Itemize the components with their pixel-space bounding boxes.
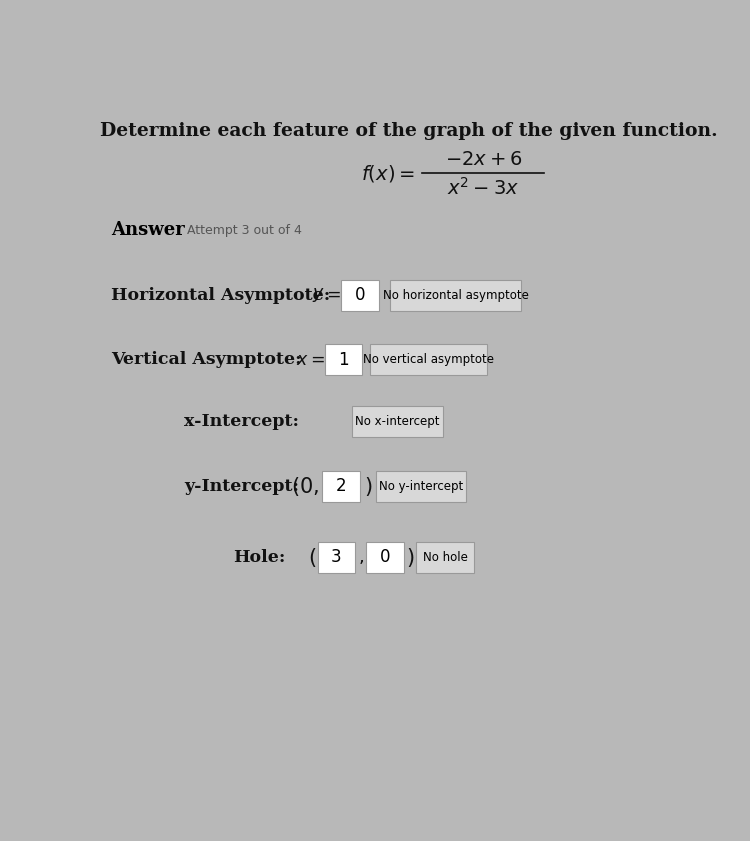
FancyBboxPatch shape <box>317 542 356 573</box>
FancyBboxPatch shape <box>370 345 487 375</box>
FancyBboxPatch shape <box>416 542 475 573</box>
Text: $x$: $x$ <box>296 351 309 369</box>
FancyBboxPatch shape <box>366 542 404 573</box>
Text: $x^2 - 3x$: $x^2 - 3x$ <box>447 177 519 198</box>
Text: Attempt 3 out of 4: Attempt 3 out of 4 <box>187 224 302 237</box>
Text: Answer: Answer <box>111 221 185 240</box>
Text: Vertical Asymptote:: Vertical Asymptote: <box>111 352 308 368</box>
Text: =: = <box>310 351 326 369</box>
Text: $f(x) =$: $f(x) =$ <box>362 163 415 184</box>
Text: $-2x + 6$: $-2x + 6$ <box>445 150 522 169</box>
FancyBboxPatch shape <box>390 280 521 310</box>
Text: 1: 1 <box>338 351 349 369</box>
Text: Hole:: Hole: <box>233 549 286 566</box>
Text: Determine each feature of the graph of the given function.: Determine each feature of the graph of t… <box>100 122 717 140</box>
Text: 2: 2 <box>336 477 346 495</box>
FancyBboxPatch shape <box>340 280 379 310</box>
Text: 0: 0 <box>380 548 390 567</box>
Text: y-Intercept:: y-Intercept: <box>184 478 298 495</box>
FancyBboxPatch shape <box>376 471 466 502</box>
Text: $)$: $)$ <box>406 546 415 569</box>
FancyBboxPatch shape <box>322 471 360 502</box>
FancyBboxPatch shape <box>352 406 442 437</box>
Text: No hole: No hole <box>423 551 468 564</box>
Text: No vertical asymptote: No vertical asymptote <box>363 353 494 367</box>
Text: $y$: $y$ <box>312 286 325 304</box>
Text: No y-intercept: No y-intercept <box>379 479 463 493</box>
Text: No x-intercept: No x-intercept <box>356 415 440 428</box>
Text: x-Intercept:: x-Intercept: <box>184 413 298 430</box>
Text: $)$: $)$ <box>364 474 373 498</box>
FancyBboxPatch shape <box>325 345 362 375</box>
Text: =: = <box>326 286 340 304</box>
Text: No horizontal asymptote: No horizontal asymptote <box>382 288 529 302</box>
Text: $($: $($ <box>308 546 316 569</box>
Text: ,: , <box>358 548 364 567</box>
Text: $(0,$: $(0,$ <box>291 474 320 498</box>
Text: 3: 3 <box>331 548 342 567</box>
Text: 0: 0 <box>355 286 365 304</box>
Text: Horizontal Asymptote:: Horizontal Asymptote: <box>111 287 337 304</box>
